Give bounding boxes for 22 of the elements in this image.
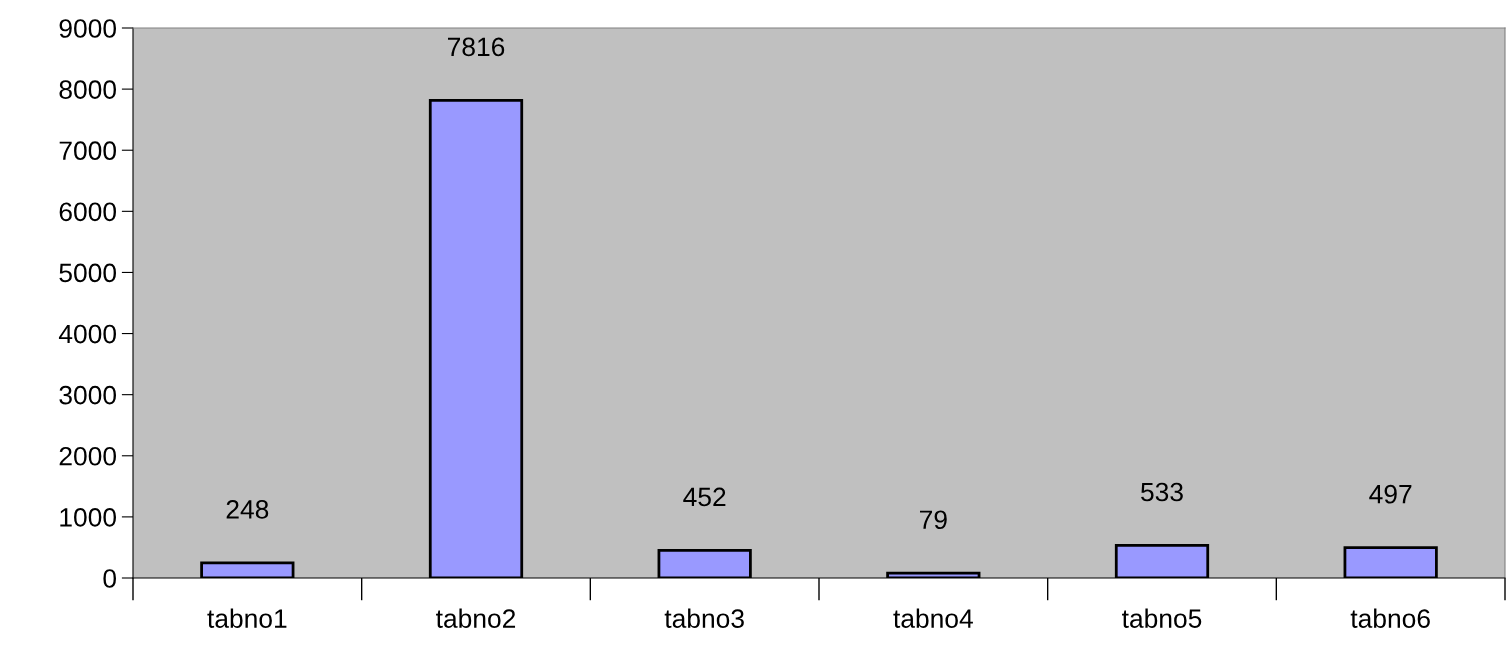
x-tick-label: tabno2 [436,608,516,628]
y-tick-label: 4000 [58,324,116,344]
y-tick-label: 7000 [59,141,116,161]
x-tick-label: tabno1 [207,608,287,628]
data-label: 497 [1369,484,1412,504]
data-label: 79 [920,510,947,530]
y-tick-label: 1000 [60,508,116,527]
y-tick-label: 9000 [59,19,116,38]
y-tick-label: 5000 [59,263,116,283]
y-tick-label: 0 [103,569,116,588]
y-tick-label: 3000 [59,385,116,405]
data-label: 7816 [448,37,505,57]
y-tick-label: 8000 [59,80,116,99]
x-tick-label: tabno5 [1122,608,1202,628]
y-tick-label: 6000 [59,202,116,222]
data-label: 248 [226,500,269,519]
x-tick-label: tabno6 [1350,608,1430,628]
data-label: 533 [1141,482,1183,502]
data-label: 452 [683,487,726,507]
y-tick-label: 2000 [59,446,116,466]
x-tick-label: tabno3 [664,608,744,628]
x-tick-label: tabno4 [893,608,973,628]
